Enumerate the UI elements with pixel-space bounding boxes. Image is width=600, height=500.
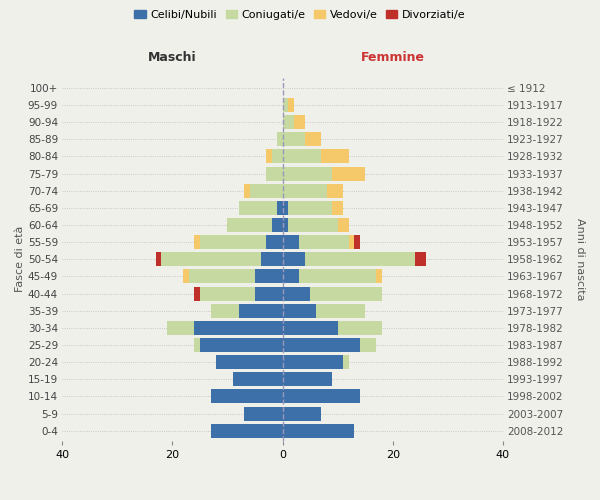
Bar: [266, 166, 283, 180]
Bar: [239, 304, 283, 318]
Bar: [283, 150, 321, 164]
Bar: [200, 286, 255, 300]
Bar: [255, 270, 283, 283]
Bar: [167, 321, 194, 335]
Bar: [283, 390, 360, 404]
Bar: [332, 166, 365, 180]
Bar: [277, 132, 283, 146]
Bar: [260, 252, 283, 266]
Bar: [156, 252, 161, 266]
Bar: [244, 184, 250, 198]
Bar: [211, 390, 283, 404]
Bar: [354, 235, 360, 249]
Bar: [283, 338, 360, 352]
Bar: [194, 286, 200, 300]
Bar: [194, 235, 200, 249]
Bar: [194, 321, 283, 335]
Bar: [283, 286, 310, 300]
Bar: [266, 235, 283, 249]
Bar: [194, 338, 200, 352]
Bar: [217, 355, 283, 369]
Bar: [288, 218, 338, 232]
Bar: [283, 355, 343, 369]
Bar: [200, 235, 266, 249]
Bar: [189, 270, 255, 283]
Bar: [283, 166, 332, 180]
Bar: [338, 321, 382, 335]
Bar: [283, 184, 326, 198]
Bar: [233, 372, 283, 386]
Text: Maschi: Maschi: [148, 51, 197, 64]
Bar: [288, 98, 293, 112]
Bar: [283, 132, 305, 146]
Bar: [283, 218, 288, 232]
Bar: [326, 184, 343, 198]
Bar: [211, 424, 283, 438]
Bar: [283, 252, 305, 266]
Bar: [283, 270, 299, 283]
Bar: [338, 218, 349, 232]
Bar: [283, 321, 338, 335]
Bar: [272, 150, 283, 164]
Bar: [310, 286, 382, 300]
Bar: [283, 304, 316, 318]
Bar: [415, 252, 426, 266]
Bar: [283, 406, 321, 420]
Bar: [211, 304, 239, 318]
Bar: [200, 338, 283, 352]
Bar: [283, 235, 299, 249]
Bar: [283, 98, 288, 112]
Y-axis label: Fasce di età: Fasce di età: [15, 226, 25, 292]
Bar: [283, 115, 293, 129]
Bar: [288, 201, 332, 215]
Bar: [184, 270, 189, 283]
Bar: [161, 252, 260, 266]
Bar: [293, 115, 305, 129]
Bar: [332, 201, 343, 215]
Bar: [250, 184, 283, 198]
Bar: [266, 150, 272, 164]
Bar: [283, 201, 288, 215]
Bar: [305, 252, 415, 266]
Bar: [349, 235, 354, 249]
Bar: [299, 235, 349, 249]
Bar: [283, 424, 354, 438]
Bar: [299, 270, 376, 283]
Text: Femmine: Femmine: [361, 51, 425, 64]
Bar: [227, 218, 272, 232]
Y-axis label: Anni di nascita: Anni di nascita: [575, 218, 585, 300]
Bar: [272, 218, 283, 232]
Bar: [376, 270, 382, 283]
Bar: [321, 150, 349, 164]
Legend: Celibi/Nubili, Coniugati/e, Vedovi/e, Divorziati/e: Celibi/Nubili, Coniugati/e, Vedovi/e, Di…: [130, 6, 470, 25]
Bar: [283, 372, 332, 386]
Bar: [343, 355, 349, 369]
Bar: [316, 304, 365, 318]
Bar: [305, 132, 321, 146]
Bar: [277, 201, 283, 215]
Bar: [360, 338, 376, 352]
Bar: [255, 286, 283, 300]
Bar: [239, 201, 277, 215]
Bar: [244, 406, 283, 420]
